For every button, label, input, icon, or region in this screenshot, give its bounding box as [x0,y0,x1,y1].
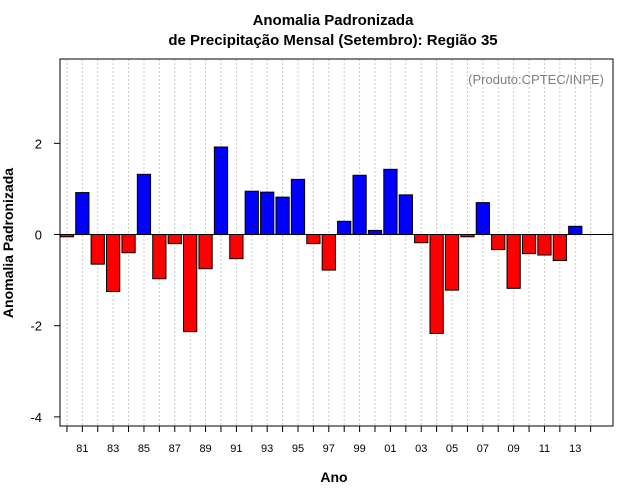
y-tick-label: -2 [30,319,42,334]
bar-2003 [414,234,429,244]
bar-2005 [444,234,460,291]
bar-1993 [260,191,275,236]
plot-frame [59,58,614,427]
bar-2007 [475,202,490,236]
bar-2008 [491,234,506,251]
x-tick-label: 97 [323,443,335,455]
x-tick-label: 83 [107,443,119,455]
bar-1984 [121,234,136,254]
bar-2002 [398,194,413,236]
bar-1998 [337,220,352,236]
bar-2012 [552,234,567,262]
bar-1985 [136,173,152,236]
x-tick-label: 89 [199,443,211,455]
grid [66,59,592,426]
chart-title-line2: de Precipitação Mensal (Setembro): Regiã… [168,32,497,49]
x-tick-label: 09 [508,443,520,455]
bar-1987 [167,234,182,245]
x-tick-label: 93 [261,443,273,455]
bar-1981 [75,192,90,236]
bar-2001 [383,168,398,236]
x-axis-title: Ano [320,469,347,485]
bar-1996 [306,234,321,245]
x-tick-label: 81 [76,443,88,455]
bar-1991 [229,234,244,260]
x-tick-label: 91 [230,443,242,455]
bar-1999 [352,174,367,236]
bar-2013 [568,225,583,236]
bar-1982 [90,234,105,265]
bar-1988 [183,234,198,333]
bar-1983 [106,234,121,293]
y-tick-label: -4 [30,410,42,425]
bar-2010 [521,234,537,255]
bar-1986 [152,234,167,280]
x-tick-label: 85 [138,443,150,455]
bar-1989 [198,234,213,270]
bar-2009 [506,234,521,289]
x-tick-label: 01 [384,443,396,455]
x-tick-label: 05 [446,443,458,455]
y-axis: -4 -2 0 2 [30,136,60,425]
x-tick-label: 95 [292,443,304,455]
y-axis-title: Anomalia Padronizada [0,168,16,318]
y-tick-label: 2 [35,136,42,151]
chart-title-line1: Anomalia Padronizada [253,12,415,29]
bar-1997 [321,234,336,271]
bar-1995 [290,178,306,236]
x-tick-label: 03 [415,443,427,455]
bar-2011 [537,234,552,256]
y-tick-label: 0 [35,228,42,243]
bar-2004 [429,234,444,334]
bar-1990 [213,146,229,236]
x-tick-label: 87 [169,443,181,455]
bar-1994 [275,196,290,236]
bar-1992 [244,190,259,236]
x-tick-label: 99 [353,443,365,455]
x-tick-label: 11 [539,443,550,455]
bar-2000 [367,229,383,236]
x-tick-label: 13 [569,443,581,455]
bars [59,146,583,334]
x-tick-label: 07 [477,443,489,455]
credit-text: (Produto:CPTEC/INPE) [468,72,604,87]
x-axis: 81 83 85 87 89 91 93 95 97 99 01 03 05 07 09 11 13 [66,426,592,455]
